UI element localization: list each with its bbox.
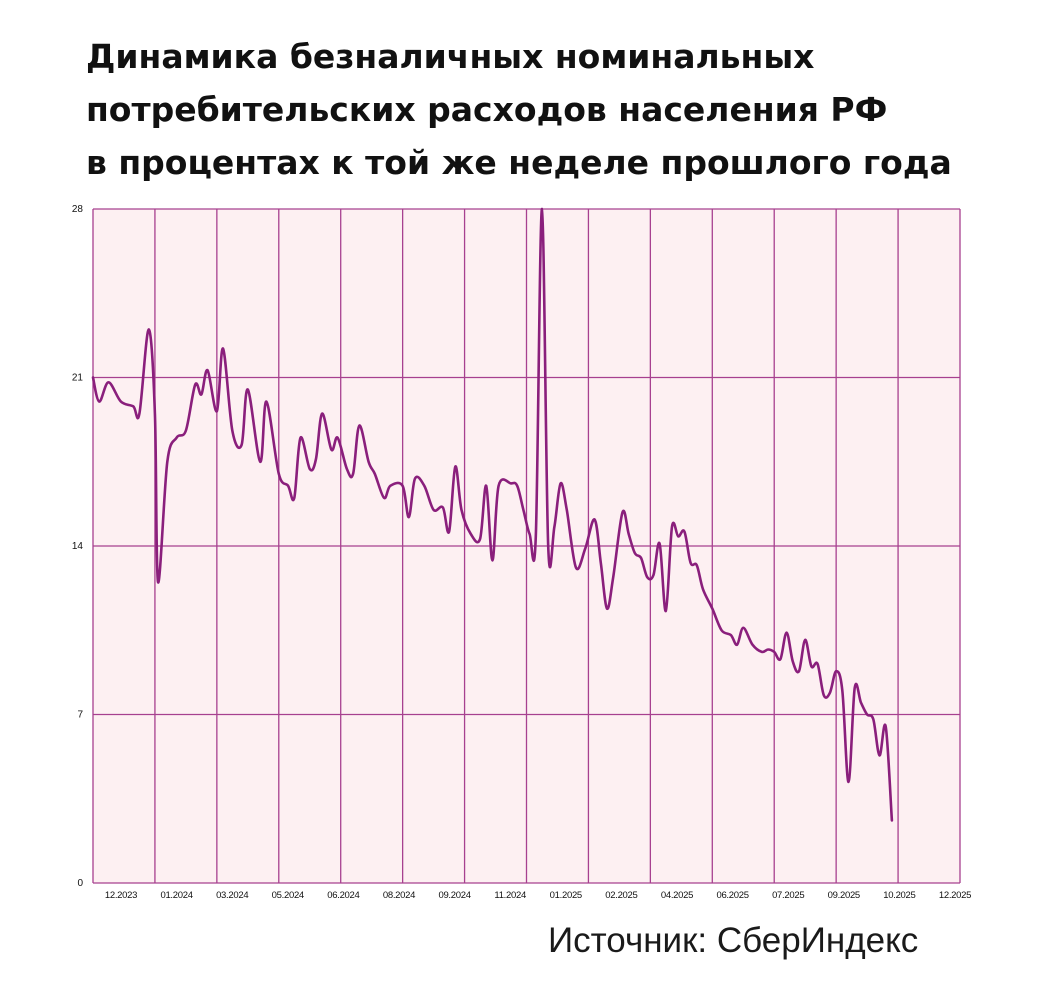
x-tick-label: 05.2024 <box>272 890 304 901</box>
x-tick-label: 12.2025 <box>939 890 971 901</box>
x-tick-label: 06.2025 <box>716 890 748 901</box>
chart-title: Динамика безналичных номинальных потреби… <box>86 30 1006 189</box>
title-line-2: потребительских расходов населения РФ <box>86 90 888 129</box>
y-axis-tick-labels: 0 7 14 21 28 <box>72 204 84 889</box>
x-tick-label: 02.2025 <box>605 890 637 901</box>
x-axis-tick-labels: 12.2023 01.2024 03.2024 05.2024 06.2024 08.20… <box>105 890 972 901</box>
x-tick-label: 11.2024 <box>494 890 526 901</box>
y-tick-label: 0 <box>77 878 83 889</box>
x-tick-label: 03.2024 <box>216 890 248 901</box>
x-tick-label: 10.2025 <box>883 890 915 901</box>
horizontal-gridlines <box>93 208 960 884</box>
x-tick-label: 08.2024 <box>383 890 415 901</box>
series-line <box>91 207 894 822</box>
x-tick-label: 04.2025 <box>661 890 693 901</box>
x-tick-label: 01.2025 <box>550 890 582 901</box>
x-tick-label: 07.2025 <box>772 890 804 901</box>
x-tick-label: 09.2025 <box>828 890 860 901</box>
title-line-3: в процентах к той же неделе прошлого год… <box>86 143 952 182</box>
x-tick-label: 06.2024 <box>327 890 359 901</box>
series-layer <box>91 207 894 822</box>
y-tick-label: 28 <box>72 204 84 215</box>
y-tick-label: 14 <box>72 541 84 552</box>
source-note: Источник: СберИндекс <box>548 921 919 960</box>
x-tick-label: 09.2024 <box>438 890 470 901</box>
title-line-1: Динамика безналичных номинальных <box>86 37 815 76</box>
x-tick-label: 01.2024 <box>160 890 192 901</box>
x-tick-label: 12.2023 <box>105 890 137 901</box>
y-tick-label: 21 <box>72 373 84 384</box>
y-tick-label: 7 <box>77 710 83 721</box>
